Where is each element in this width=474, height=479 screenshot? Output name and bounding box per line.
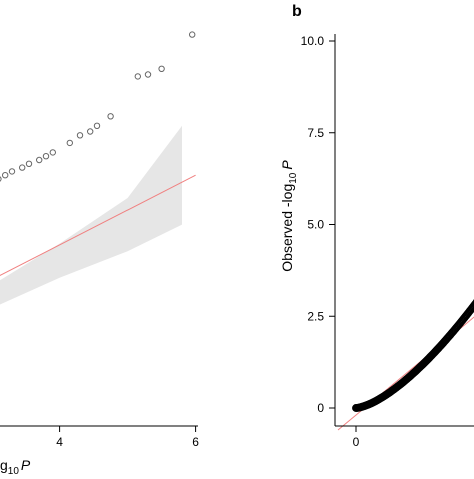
panel-b-y-tick-label: 2.5 <box>307 309 324 323</box>
panel-a-point <box>108 114 113 119</box>
panel-a-point <box>9 169 14 174</box>
panel-a-point <box>43 154 48 159</box>
panel-a-point <box>67 140 72 145</box>
panel-a-point <box>2 173 7 178</box>
panel-a-x-tick-label: 4 <box>56 435 63 449</box>
panel-b-points <box>353 258 474 411</box>
panel-b-y-axis-label-subscript: 10 <box>288 172 299 184</box>
panel-a-point <box>88 129 93 134</box>
panel-a-point <box>26 161 31 166</box>
panel-a-point <box>77 133 82 138</box>
panel-b-y-axis-label-variable: P <box>279 160 295 170</box>
panel-a-point <box>135 74 140 79</box>
panel-a-point <box>0 176 1 181</box>
panel-a-x-tick-label: 6 <box>192 435 199 449</box>
panel-a-point <box>145 72 150 77</box>
panel-b-x-tick-label: 0 <box>353 435 360 449</box>
panel-a-point <box>20 165 25 170</box>
panel-b-y-axis-label-text: Observed -log <box>279 184 295 272</box>
panel-b-qq-plot: b 0 2.5 5.0 7.5 10.0 0 Observed -log10 P <box>279 3 474 449</box>
panel-a-point <box>94 123 99 128</box>
panel-b-y-tick-label: 0 <box>317 401 324 415</box>
panel-b-x-ticks: 0 <box>353 426 360 449</box>
panel-b-y-tick-label: 5.0 <box>307 218 324 232</box>
panel-a-x-axis-label-subscript: 10 <box>8 466 20 474</box>
panel-a-x-axis-label-text: g <box>0 457 8 473</box>
panel-b-y-tick-label: 7.5 <box>307 126 324 140</box>
panel-a-point <box>37 157 42 162</box>
panel-a-point <box>159 66 164 71</box>
panel-a-point <box>50 150 55 155</box>
panel-b-tag: b <box>292 3 302 20</box>
panel-b-y-ticks: 0 2.5 5.0 7.5 10.0 <box>301 34 335 415</box>
panel-a-point <box>190 32 195 37</box>
panel-a-x-axis-label-variable: P <box>21 457 31 473</box>
panel-b-y-axis-label: Observed -log10 P <box>279 160 299 272</box>
panel-b-y-tick-label: 10.0 <box>301 34 325 48</box>
